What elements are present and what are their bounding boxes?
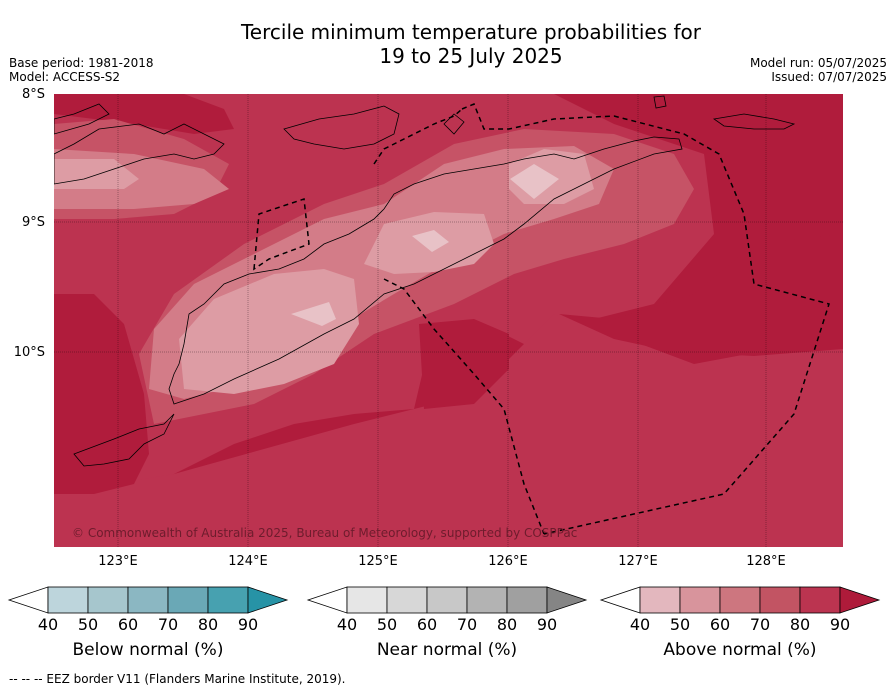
above-tick-70: 70 [749, 615, 771, 634]
shade-below-40-a [291, 302, 336, 326]
below-tick-90: 90 [237, 615, 259, 634]
meta-left: Base period: 1981-2018 Model: ACCESS-S2 [9, 56, 154, 84]
lat-label-8s: 8°S [21, 87, 45, 102]
near-tick-70: 70 [456, 615, 478, 634]
below-tick-70: 70 [157, 615, 179, 634]
shade-70-80-d [54, 294, 149, 494]
colorbar-above [599, 586, 881, 614]
above-tick-60: 60 [709, 615, 731, 634]
base-period: Base period: 1981-2018 [9, 56, 154, 70]
above-tick-90: 90 [829, 615, 851, 634]
shade-below-40-c [510, 164, 559, 199]
below-tick-50: 50 [77, 615, 99, 634]
shade-70-80-c [419, 319, 509, 409]
wetar-coastline [283, 105, 400, 150]
near-tick-90: 90 [536, 615, 558, 634]
above-tick-50: 50 [669, 615, 691, 634]
eez-footer-note: -- -- -- EEZ border V11 (Flanders Marine… [9, 672, 346, 686]
roti-coastline [73, 413, 175, 467]
shade-70-80-b [54, 314, 843, 547]
shade-40-50 [179, 269, 359, 394]
near-tick-40: 40 [336, 615, 358, 634]
probability-map: © Commonwealth of Australia 2025, Bureau… [54, 94, 843, 547]
lon-label-128e: 128°E [746, 554, 786, 569]
meta-right: Model run: 05/07/2025 Issued: 07/07/2025 [750, 56, 887, 84]
issued-date: Issued: 07/07/2025 [771, 70, 887, 84]
above-normal-label: Above normal (%) [663, 640, 817, 660]
colorbars [7, 586, 881, 614]
coastlines [54, 95, 796, 467]
map-title: Tercile minimum temperature probabilitie… [0, 20, 896, 68]
below-tick-80: 80 [197, 615, 219, 634]
lon-label-124e: 124°E [228, 554, 268, 569]
shade-70-80-e [559, 234, 843, 356]
lat-label-10s: 10°S [13, 345, 45, 360]
model-run: Model run: 05/07/2025 [749, 56, 887, 70]
copyright-text: © Commonwealth of Australia 2025, Bureau… [72, 526, 577, 540]
model-name: Model: ACCESS-S2 [9, 70, 121, 84]
near-tick-60: 60 [416, 615, 438, 634]
title-line-2: 19 to 25 July 2025 [379, 44, 563, 68]
lon-label-123e: 123°E [98, 554, 138, 569]
graticule [54, 94, 843, 547]
alor-coastline [54, 123, 225, 185]
title-line-1: Tercile minimum temperature probabilitie… [240, 20, 702, 44]
leti-coastline [712, 113, 796, 130]
above-tick-40: 40 [629, 615, 651, 634]
lat-label-9s: 9°S [21, 215, 45, 230]
lon-label-127e: 127°E [618, 554, 658, 569]
colorbar-near [306, 586, 588, 614]
timor-coastline [168, 136, 683, 405]
flores-east-coastline [54, 103, 110, 135]
lon-label-125e: 125°E [358, 554, 398, 569]
below-tick-40: 40 [37, 615, 59, 634]
above-tick-80: 80 [789, 615, 811, 634]
near-tick-50: 50 [376, 615, 398, 634]
near-normal-label: Near normal (%) [376, 640, 518, 660]
small-island-coastline [653, 95, 667, 109]
below-tick-60: 60 [117, 615, 139, 634]
shade-below-40-b [412, 230, 449, 252]
eez-border [253, 103, 830, 535]
near-tick-80: 80 [496, 615, 518, 634]
below-normal-label: Below normal (%) [72, 640, 224, 660]
colorbar-below [7, 586, 289, 614]
lon-label-126e: 126°E [488, 554, 528, 569]
